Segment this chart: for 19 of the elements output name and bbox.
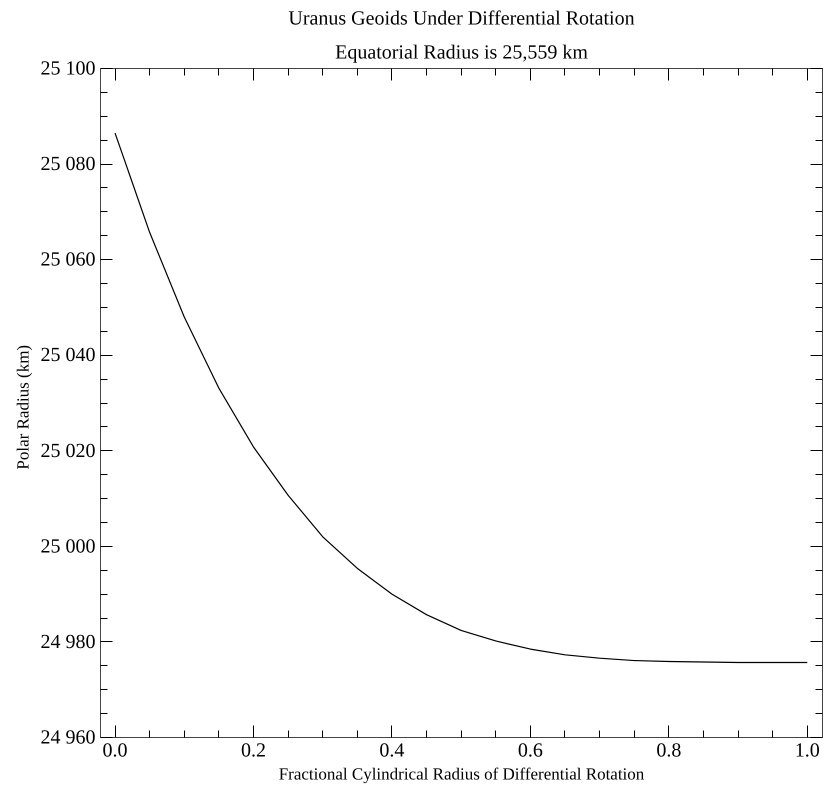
chart-subtitle: Equatorial Radius is 25,559 km — [335, 42, 588, 64]
x-tick-label: 0.2 — [240, 740, 266, 762]
y-tick-label: 24 960 — [40, 726, 96, 748]
x-tick-label: 0.4 — [379, 740, 404, 762]
y-tick-label: 25 000 — [40, 535, 96, 558]
x-tick-label: 0.8 — [656, 740, 682, 762]
y-axis-title: Polar Radius (km) — [14, 344, 32, 470]
x-tick-label: 0.6 — [518, 740, 543, 762]
x-axis-title: Fractional Cylindrical Radius of Differential Rotation — [278, 764, 645, 784]
y-tick-label: 25 040 — [40, 344, 96, 366]
y-tick-label: 25 080 — [40, 153, 96, 176]
y-tick-label: 25 060 — [40, 248, 96, 271]
line-series — [114, 132, 808, 664]
y-tick-label: 25 100 — [40, 58, 96, 80]
x-tick-label: 1.0 — [794, 740, 820, 762]
chart-title: Uranus Geoids Under Differential Rotation — [288, 8, 635, 30]
x-tick-label: 0.0 — [102, 740, 128, 762]
y-tick-label: 24 980 — [40, 630, 96, 653]
y-tick-label: 25 020 — [40, 440, 96, 462]
